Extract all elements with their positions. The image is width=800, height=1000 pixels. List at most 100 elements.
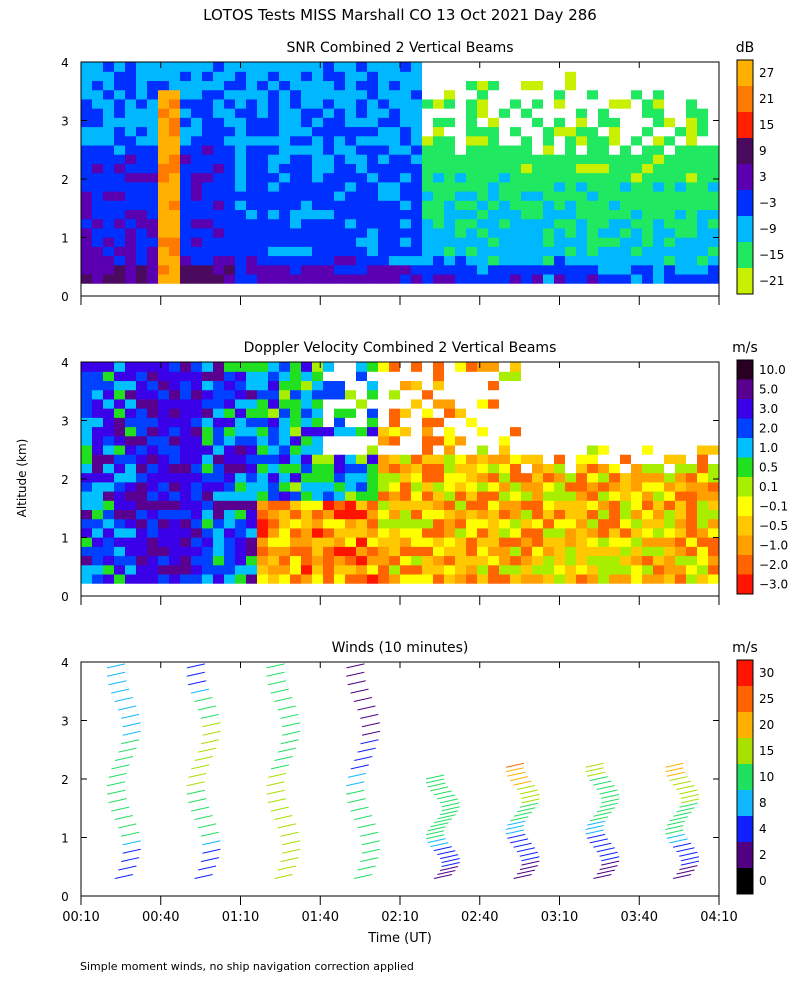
snr-cell — [169, 117, 181, 128]
velocity-cell — [532, 408, 544, 418]
snr-cell — [664, 163, 676, 174]
snr-cell — [180, 200, 192, 211]
snr-cell — [554, 200, 566, 211]
snr-cell — [532, 200, 544, 211]
velocity-cell — [510, 398, 522, 409]
velocity-cell — [81, 398, 93, 409]
snr-cell — [246, 209, 258, 220]
snr-cell — [202, 108, 214, 118]
velocity-cell — [708, 435, 719, 446]
wind-barb — [122, 722, 141, 728]
velocity-cell — [576, 371, 588, 382]
velocity-cell — [202, 481, 214, 492]
snr-cell — [543, 264, 555, 275]
snr-cell — [213, 80, 225, 91]
velocity-cell — [202, 362, 214, 372]
wind-barb — [202, 722, 221, 728]
velocity-cell — [279, 398, 291, 409]
snr-cell — [664, 246, 676, 257]
snr-cell — [444, 154, 456, 164]
snr-cell — [158, 181, 170, 192]
velocity-cell — [477, 426, 489, 437]
snr-cell — [136, 108, 148, 118]
snr-cell — [213, 62, 225, 72]
velocity-cell — [92, 463, 104, 474]
colorbar-frame — [736, 359, 754, 595]
snr-cell — [114, 144, 126, 155]
velocity-cell — [587, 500, 599, 511]
snr-cell — [180, 172, 192, 183]
snr-cell — [103, 154, 115, 164]
snr-cell — [675, 172, 687, 183]
snr-cell — [422, 209, 434, 220]
snr-cell — [565, 71, 577, 82]
snr-cell — [400, 172, 412, 183]
velocity-cell — [488, 518, 500, 529]
velocity-cell — [378, 454, 390, 464]
y-tick-label: 2 — [61, 773, 69, 787]
velocity-cell — [180, 389, 192, 400]
wind-barb — [425, 774, 445, 780]
snr-cell — [664, 200, 676, 211]
velocity-cell — [609, 573, 621, 584]
snr-cell — [455, 144, 467, 155]
velocity-cell — [422, 564, 434, 575]
velocity-cell — [103, 463, 115, 474]
snr-cell — [136, 218, 148, 229]
snr-cell — [191, 80, 203, 91]
snr-cell — [180, 80, 192, 91]
snr-heatmap — [81, 62, 719, 284]
velocity-cell — [554, 380, 566, 391]
snr-cell — [312, 135, 324, 146]
snr-cell — [213, 218, 225, 229]
snr-cell — [587, 154, 599, 164]
snr-cell — [246, 154, 258, 164]
velocity-cell — [411, 417, 423, 428]
snr-cell — [224, 273, 236, 284]
velocity-cell — [191, 389, 203, 400]
velocity-cell — [587, 435, 599, 446]
velocity-cell — [477, 527, 489, 538]
velocity-cell — [620, 527, 632, 538]
velocity-cell — [565, 362, 577, 372]
snr-cell — [334, 200, 346, 211]
velocity-cell — [301, 463, 313, 474]
snr-cell — [543, 190, 555, 201]
snr-cell — [367, 227, 379, 238]
snr-cell — [290, 190, 302, 201]
velocity-cell — [389, 537, 401, 547]
velocity-cell — [400, 398, 412, 409]
snr-cell — [543, 135, 555, 146]
wind-barb — [585, 825, 604, 830]
wind-barb — [118, 705, 137, 711]
snr-cell — [169, 98, 181, 109]
snr-cell — [81, 273, 93, 284]
velocity-cell — [301, 389, 313, 400]
velocity-cell — [180, 454, 192, 464]
snr-cell — [213, 108, 225, 118]
velocity-cell — [334, 509, 346, 520]
velocity-cell — [389, 500, 401, 511]
snr-cell — [213, 181, 225, 192]
snr-cell — [301, 144, 313, 155]
velocity-cell — [356, 564, 368, 575]
snr-cell — [125, 117, 137, 128]
snr-cell — [147, 200, 159, 211]
velocity-cell — [477, 573, 489, 584]
wind-barb — [190, 806, 210, 812]
snr-cell — [81, 154, 93, 164]
velocity-cell — [675, 509, 687, 520]
snr-cell — [114, 255, 126, 266]
velocity-cell — [477, 398, 489, 409]
velocity-cell — [257, 444, 269, 455]
velocity-cell — [301, 490, 313, 501]
snr-cell — [433, 273, 445, 284]
snr-cell — [609, 135, 621, 146]
velocity-cell — [455, 555, 467, 566]
snr-cell — [114, 181, 126, 192]
velocity-cell — [675, 537, 687, 547]
velocity-cell — [477, 472, 489, 483]
velocity-cell — [158, 380, 170, 391]
colorbar-swatch — [737, 842, 753, 869]
x-tick-label: 04:10 — [700, 910, 737, 925]
